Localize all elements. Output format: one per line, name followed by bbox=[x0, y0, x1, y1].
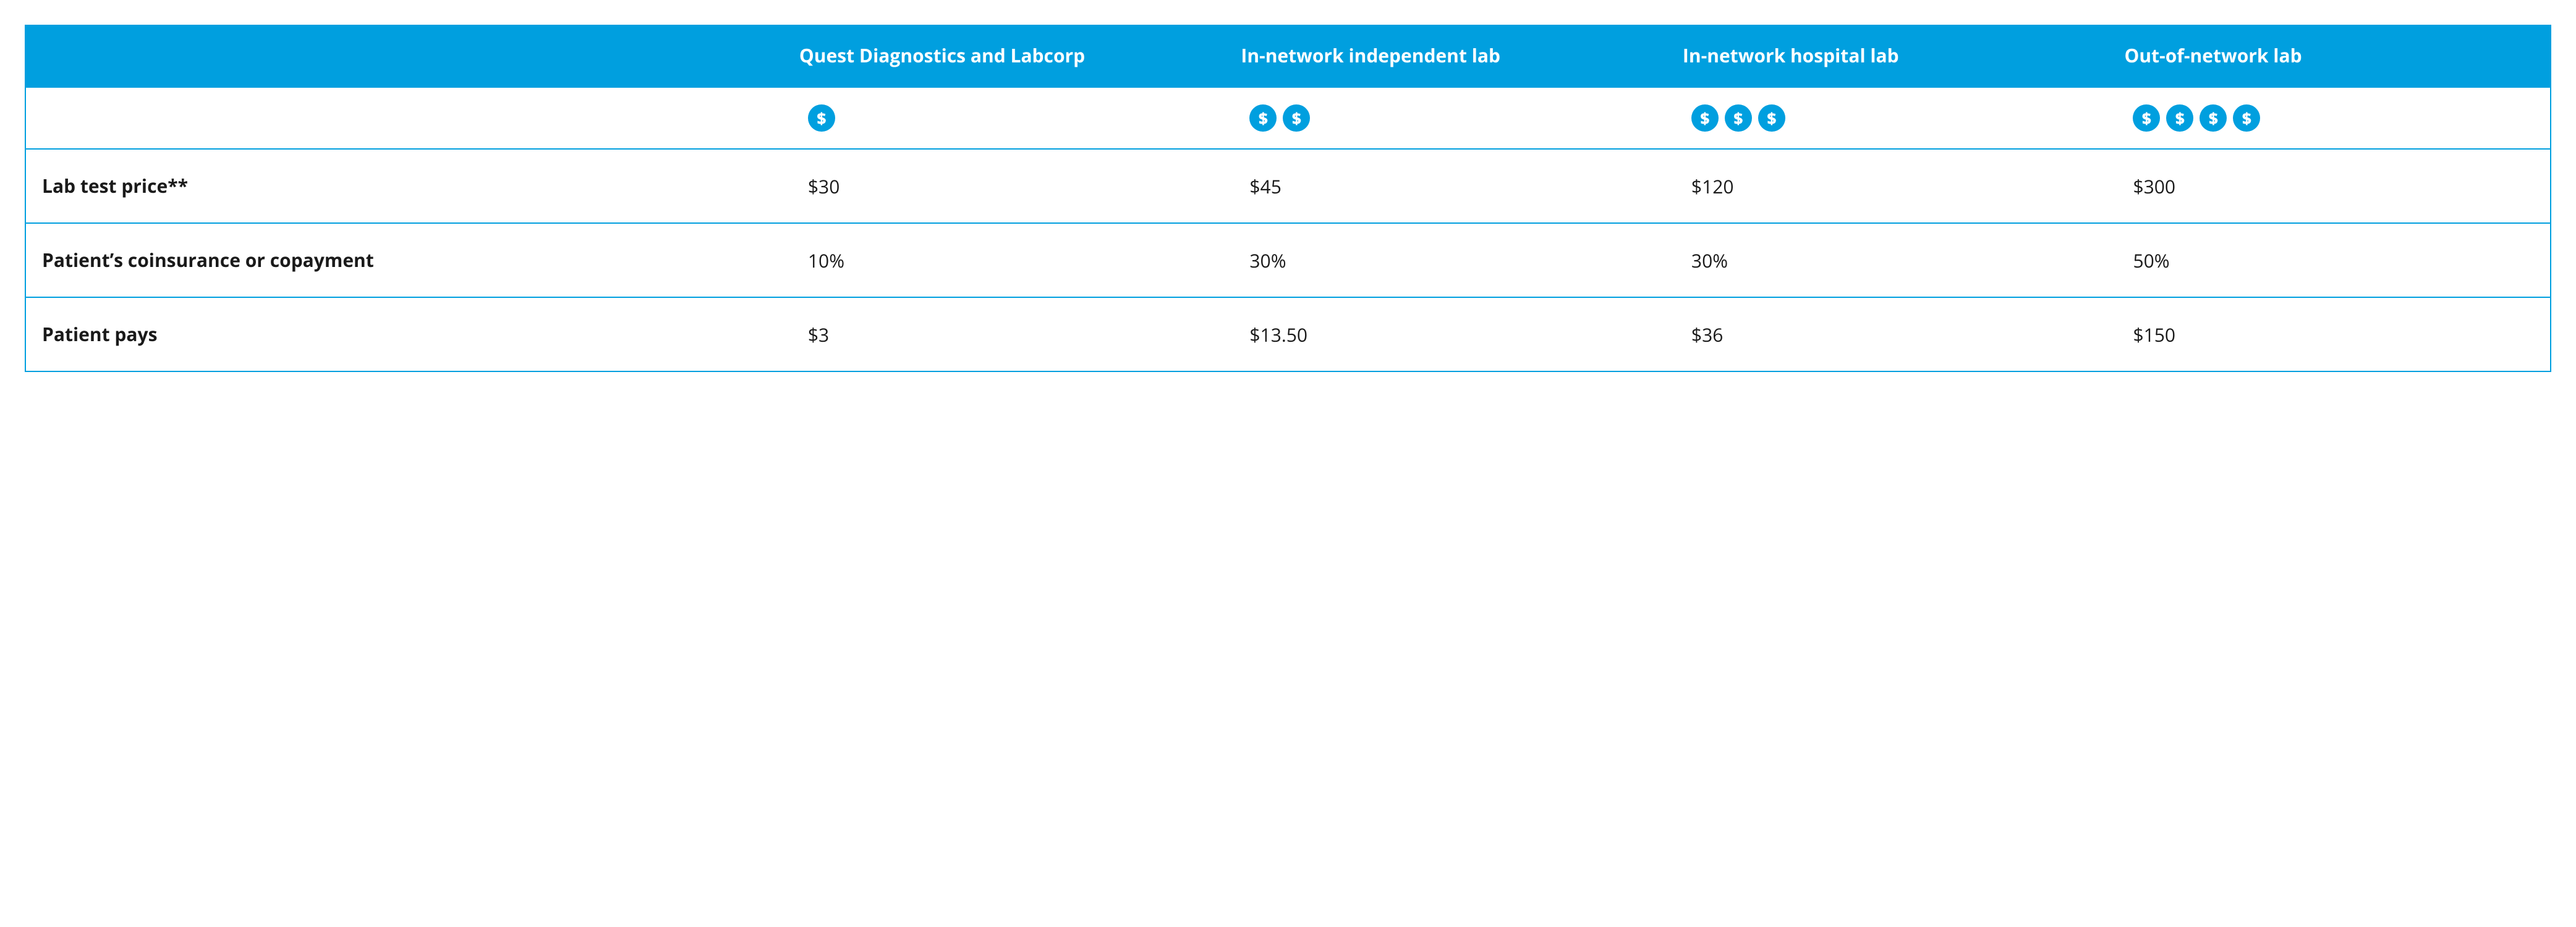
value-patient-pays-col-1: $3 bbox=[783, 298, 1225, 371]
value-patient-pays-col-4: $150 bbox=[2108, 298, 2550, 371]
icons-blank bbox=[26, 88, 783, 148]
row-label-coinsurance: Patient’s coinsurance or copayment bbox=[26, 224, 783, 297]
dollar-icon: $ bbox=[2200, 104, 2227, 132]
value-coinsurance-col-1: 10% bbox=[783, 224, 1225, 297]
cost-level-col-1: $ bbox=[783, 88, 1225, 148]
value-patient-pays-col-3: $36 bbox=[1667, 298, 2109, 371]
dollar-icon: $ bbox=[808, 104, 835, 132]
header-blank bbox=[26, 25, 783, 87]
header-col-4: Out-of-network lab bbox=[2108, 25, 2550, 87]
table-header-row: Quest Diagnostics and Labcorp In-network… bbox=[26, 25, 2550, 87]
value-coinsurance-col-2: 30% bbox=[1225, 224, 1667, 297]
value-patient-pays-col-2: $13.50 bbox=[1225, 298, 1667, 371]
cost-level-col-4: $$$$ bbox=[2108, 88, 2550, 148]
header-col-3: In-network hospital lab bbox=[1667, 25, 2109, 87]
dollar-icon: $ bbox=[1249, 104, 1277, 132]
header-col-1: Quest Diagnostics and Labcorp bbox=[783, 25, 1225, 87]
cost-level-col-2: $$ bbox=[1225, 88, 1667, 148]
dollar-icon: $ bbox=[2166, 104, 2193, 132]
row-label-patient-pays: Patient pays bbox=[26, 298, 783, 371]
cost-level-col-3: $$$ bbox=[1667, 88, 2109, 148]
dollar-icon: $ bbox=[1758, 104, 1785, 132]
value-lab-test-price-col-4: $300 bbox=[2108, 150, 2550, 222]
value-lab-test-price-col-2: $45 bbox=[1225, 150, 1667, 222]
value-coinsurance-col-3: 30% bbox=[1667, 224, 2109, 297]
table-row: Patient pays $3 $13.50 $36 $150 bbox=[26, 297, 2550, 371]
value-coinsurance-col-4: 50% bbox=[2108, 224, 2550, 297]
table-row: Lab test price** $30 $45 $120 $300 bbox=[26, 148, 2550, 222]
value-lab-test-price-col-1: $30 bbox=[783, 150, 1225, 222]
row-label-lab-test-price: Lab test price** bbox=[26, 150, 783, 222]
dollar-icon: $ bbox=[1283, 104, 1310, 132]
lab-price-comparison-table: Quest Diagnostics and Labcorp In-network… bbox=[25, 25, 2551, 372]
value-lab-test-price-col-3: $120 bbox=[1667, 150, 2109, 222]
dollar-icon: $ bbox=[2233, 104, 2260, 132]
dollar-icon: $ bbox=[2133, 104, 2160, 132]
table-row: Patient’s coinsurance or copayment 10% 3… bbox=[26, 222, 2550, 297]
cost-level-icons-row: $ $$ $$$ $$$$ bbox=[26, 87, 2550, 148]
header-col-2: In-network independent lab bbox=[1225, 25, 1667, 87]
dollar-icon: $ bbox=[1691, 104, 1719, 132]
dollar-icon: $ bbox=[1725, 104, 1752, 132]
